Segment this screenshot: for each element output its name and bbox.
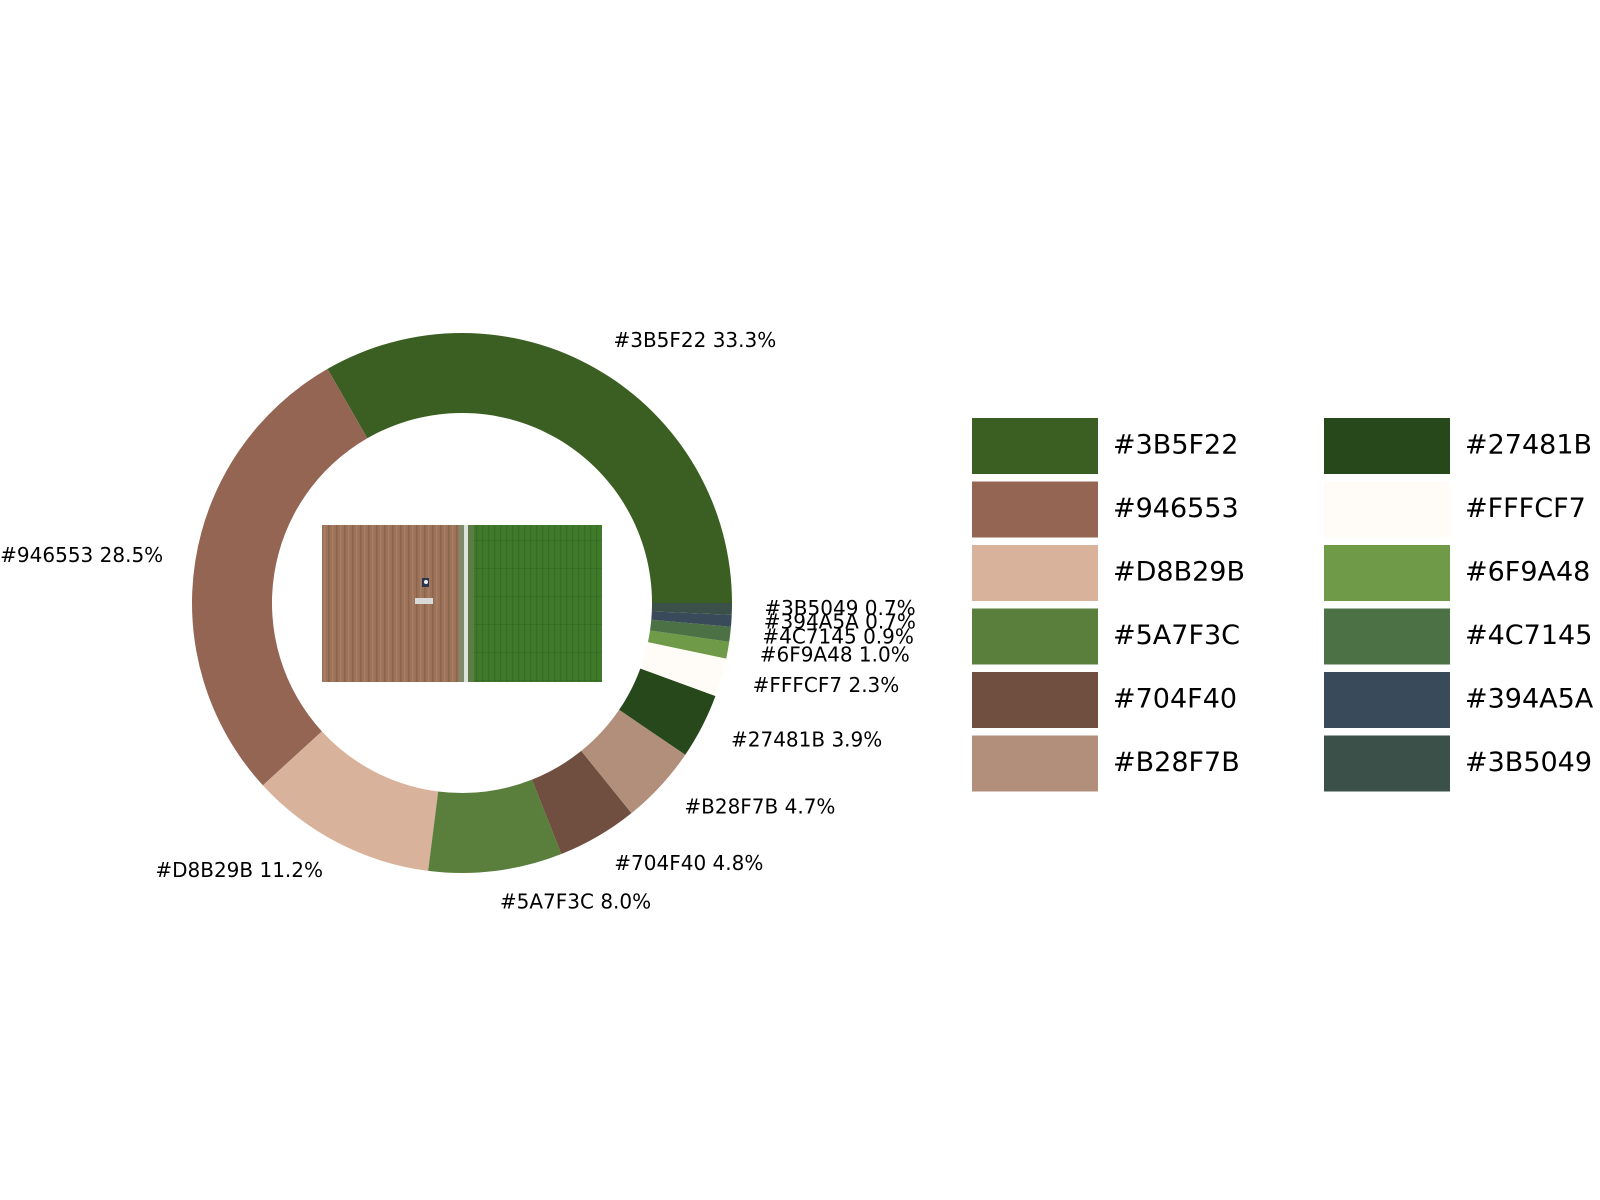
slice-label: #6F9A48 1.0% (760, 642, 910, 666)
donut-slice (619, 668, 716, 755)
donut-slice (428, 779, 562, 873)
legend-swatch (972, 545, 1098, 601)
legend-swatch (1324, 545, 1450, 601)
slice-label: #3B5F22 33.3% (613, 328, 776, 352)
donut-slice (531, 750, 632, 855)
legend-label: #4C7145 (1465, 620, 1592, 651)
legend-swatch (1324, 735, 1450, 792)
legend-swatch (972, 735, 1098, 792)
legend-label: #D8B29B (1113, 557, 1245, 588)
slice-label: #3B5049 0.7% (764, 596, 915, 620)
legend-label: #3B5F22 (1113, 430, 1238, 461)
legend-swatch (1324, 481, 1450, 538)
slice-label: #27481B 3.9% (731, 728, 882, 752)
donut-slice (651, 603, 732, 615)
donut-slice (651, 611, 732, 627)
slice-label: #946553 28.5% (0, 543, 163, 567)
legend-label: #3B5049 (1465, 747, 1592, 778)
legend-swatch (972, 481, 1098, 538)
legend-swatch (1324, 672, 1450, 728)
legend-label: #6F9A48 (1465, 557, 1590, 588)
legend-label: #27481B (1465, 430, 1592, 461)
donut-slice (262, 731, 439, 871)
donut-slice (650, 619, 731, 642)
legend-swatch (1324, 608, 1450, 665)
slice-label: #FFFCF7 2.3% (753, 673, 900, 697)
legend-label: #B28F7B (1113, 747, 1240, 778)
aerial-farm-field-photo (322, 525, 602, 682)
donut-slices (191, 333, 732, 873)
slice-labels: #3B5F22 33.3% #946553 28.5% #D8B29B 11.2% #… (0, 328, 916, 914)
legend-label: #946553 (1113, 493, 1239, 524)
legend-label: #FFFCF7 (1465, 493, 1586, 524)
donut-slice (191, 368, 368, 786)
legend-swatch (972, 608, 1098, 665)
legend-label: #394A5A (1465, 684, 1594, 715)
donut-slice (647, 630, 730, 659)
legend-label: #704F40 (1113, 684, 1237, 715)
legend-swatch (1324, 418, 1450, 474)
donut-slice (640, 642, 727, 697)
donut-slice (327, 333, 732, 603)
slice-label: #D8B29B 11.2% (155, 858, 323, 882)
donut-slice (581, 709, 686, 814)
slice-label: #4C7145 0.9% (762, 625, 914, 649)
slice-label: #5A7F3C 8.0% (500, 890, 651, 914)
slice-label: #704F40 4.8% (614, 851, 763, 875)
legend-label: #5A7F3C (1113, 620, 1240, 651)
legend-swatch (972, 418, 1098, 474)
palette-legend: #3B5F22 #946553 #D8B29B #5A7F3C #704F40 #B28F… (972, 418, 1594, 792)
legend-swatch (972, 672, 1098, 728)
slice-label: #394A5A 0.7% (764, 609, 916, 633)
slice-label: #B28F7B 4.7% (684, 794, 835, 818)
